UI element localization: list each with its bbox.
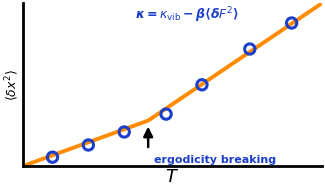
X-axis label: $T$: $T$ bbox=[165, 167, 179, 186]
Point bbox=[247, 47, 253, 50]
Point bbox=[289, 22, 294, 25]
Text: $\boldsymbol{\kappa = \kappa_{\mathrm{vib}} - \beta\langle\delta F^2\rangle}$: $\boldsymbol{\kappa = \kappa_{\mathrm{vi… bbox=[135, 5, 239, 25]
Y-axis label: $\langle\delta x^2\rangle$: $\langle\delta x^2\rangle$ bbox=[4, 69, 21, 101]
Point bbox=[163, 113, 169, 116]
Text: ergodicity breaking: ergodicity breaking bbox=[154, 155, 276, 165]
Point bbox=[122, 130, 127, 133]
Point bbox=[50, 156, 55, 159]
Point bbox=[199, 83, 204, 86]
Point bbox=[86, 143, 91, 146]
